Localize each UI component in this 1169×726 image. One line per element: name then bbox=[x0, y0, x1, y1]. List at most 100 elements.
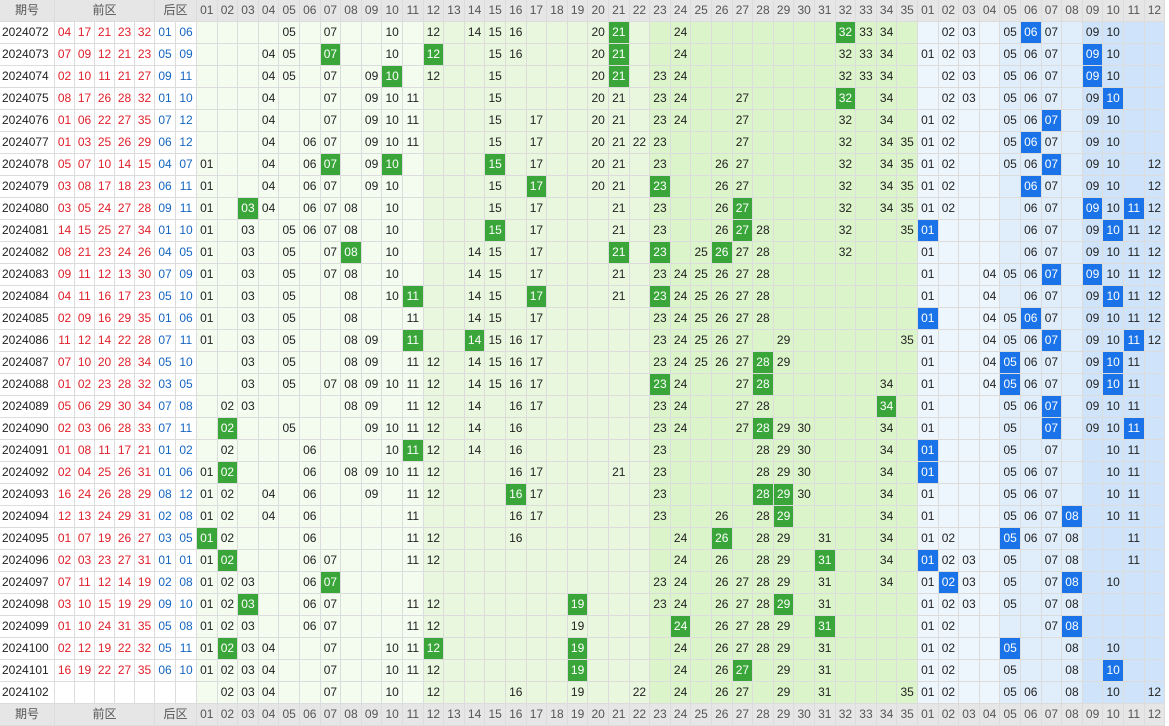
back-distribution-cell: 02 bbox=[938, 594, 960, 616]
front-distribution-cell: 15 bbox=[485, 132, 506, 154]
front-distribution-cell: 09 bbox=[361, 176, 383, 198]
front-distribution-cell bbox=[897, 286, 918, 308]
front-hit-cell: 27 bbox=[732, 198, 754, 220]
back-distribution-cell: 07 bbox=[1041, 308, 1063, 330]
back-distribution-cell bbox=[959, 154, 980, 176]
front-distribution-cell bbox=[629, 506, 651, 528]
front-distribution-cell bbox=[547, 418, 568, 440]
front-distribution-cell bbox=[444, 528, 465, 550]
period-cell: 2024099 bbox=[0, 616, 55, 638]
front-distribution-cell bbox=[526, 572, 548, 594]
front-distribution-cell bbox=[526, 528, 548, 550]
front-distribution-cell bbox=[485, 572, 506, 594]
front-distribution-cell bbox=[629, 22, 651, 44]
front-distribution-cell: 24 bbox=[670, 352, 692, 374]
front-distribution-cell bbox=[341, 638, 362, 660]
front-draw-number: 09 bbox=[75, 308, 95, 330]
front-distribution-cell: 17 bbox=[526, 198, 548, 220]
back-hit-cell: 07 bbox=[1041, 330, 1063, 352]
back-draw-number: 06 bbox=[155, 176, 176, 198]
back-draw-number: 07 bbox=[155, 330, 176, 352]
front-draw-number: 11 bbox=[55, 330, 75, 352]
header-front-col-28: 28 bbox=[753, 704, 774, 726]
back-draw-number: 08 bbox=[176, 572, 197, 594]
front-distribution-cell: 23 bbox=[650, 462, 671, 484]
front-distribution-cell bbox=[547, 66, 568, 88]
front-distribution-cell bbox=[897, 88, 918, 110]
back-distribution-cell: 07 bbox=[1041, 198, 1063, 220]
front-distribution-cell: 10 bbox=[382, 88, 403, 110]
front-distribution-cell bbox=[773, 44, 795, 66]
front-distribution-cell: 28 bbox=[753, 616, 774, 638]
header-front-col-27: 27 bbox=[732, 0, 754, 22]
back-distribution-cell bbox=[1000, 616, 1021, 638]
front-distribution-cell bbox=[609, 484, 630, 506]
front-distribution-cell bbox=[341, 506, 362, 528]
back-distribution-cell: 02 bbox=[938, 616, 960, 638]
back-distribution-cell: 05 bbox=[1000, 132, 1021, 154]
header-front-bottom: 前区 bbox=[55, 704, 155, 726]
back-draw-number: 10 bbox=[176, 286, 197, 308]
front-distribution-cell: 28 bbox=[753, 264, 774, 286]
front-distribution-cell bbox=[794, 374, 815, 396]
back-distribution-cell bbox=[1144, 396, 1166, 418]
front-distribution-cell bbox=[588, 616, 609, 638]
front-distribution-cell bbox=[464, 550, 486, 572]
back-distribution-cell: 11 bbox=[1124, 440, 1145, 462]
front-distribution-cell: 05 bbox=[279, 308, 300, 330]
front-distribution-cell bbox=[238, 176, 259, 198]
header-front-col-19: 19 bbox=[567, 704, 589, 726]
front-distribution-cell: 12 bbox=[423, 418, 445, 440]
front-distribution-cell: 21 bbox=[609, 132, 630, 154]
front-distribution-cell: 10 bbox=[382, 660, 403, 682]
front-draw-number: 08 bbox=[75, 176, 95, 198]
front-distribution-cell bbox=[361, 550, 383, 572]
front-distribution-cell: 34 bbox=[876, 110, 898, 132]
front-distribution-cell bbox=[238, 418, 259, 440]
back-distribution-cell: 12 bbox=[1144, 286, 1166, 308]
front-distribution-cell: 35 bbox=[897, 220, 918, 242]
front-distribution-cell bbox=[258, 528, 280, 550]
back-distribution-cell bbox=[1124, 616, 1145, 638]
header-front-col-17: 17 bbox=[526, 0, 548, 22]
front-distribution-cell bbox=[753, 66, 774, 88]
front-distribution-cell bbox=[361, 44, 383, 66]
back-distribution-cell: 04 bbox=[979, 330, 1001, 352]
front-distribution-cell: 34 bbox=[876, 132, 898, 154]
front-draw-number: 02 bbox=[55, 550, 75, 572]
back-distribution-cell: 09 bbox=[1082, 308, 1104, 330]
front-distribution-cell bbox=[506, 88, 527, 110]
back-distribution-cell bbox=[1144, 616, 1166, 638]
front-distribution-cell: 07 bbox=[320, 22, 342, 44]
back-distribution-cell: 03 bbox=[959, 66, 980, 88]
back-distribution-cell bbox=[1062, 330, 1083, 352]
front-distribution-cell: 26 bbox=[712, 154, 733, 176]
front-draw-number: 26 bbox=[115, 132, 135, 154]
front-distribution-cell bbox=[629, 198, 651, 220]
header-front-col-13: 13 bbox=[444, 0, 465, 22]
front-distribution-cell bbox=[794, 198, 815, 220]
front-draw-number: 23 bbox=[95, 550, 115, 572]
back-distribution-cell bbox=[1144, 374, 1166, 396]
front-draw-number: 31 bbox=[135, 462, 155, 484]
front-distribution-cell bbox=[361, 682, 383, 704]
front-distribution-cell bbox=[794, 110, 815, 132]
front-distribution-cell: 04 bbox=[258, 88, 280, 110]
front-distribution-cell: 15 bbox=[485, 242, 506, 264]
back-hit-cell: 05 bbox=[1000, 528, 1021, 550]
front-distribution-cell bbox=[753, 154, 774, 176]
header-front-col-34: 34 bbox=[876, 704, 898, 726]
front-distribution-cell bbox=[547, 22, 568, 44]
back-distribution-cell bbox=[959, 176, 980, 198]
front-distribution-cell bbox=[629, 440, 651, 462]
back-distribution-cell bbox=[1124, 660, 1145, 682]
header-back-col-01: 01 bbox=[918, 704, 939, 726]
front-distribution-cell: 01 bbox=[197, 264, 218, 286]
front-draw-number: 29 bbox=[115, 506, 135, 528]
front-distribution-cell: 03 bbox=[238, 330, 259, 352]
back-hit-cell: 02 bbox=[938, 572, 960, 594]
front-draw-number: 24 bbox=[95, 198, 115, 220]
front-distribution-cell: 09 bbox=[361, 396, 383, 418]
front-distribution-cell bbox=[320, 330, 342, 352]
front-distribution-cell bbox=[691, 110, 712, 132]
